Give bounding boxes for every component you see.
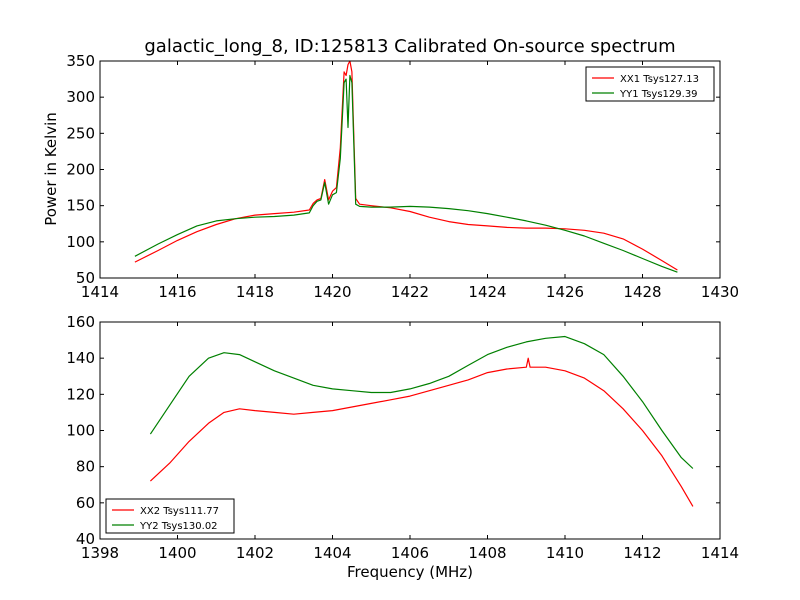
bottom-data-lines (149, 335, 694, 507)
top-y-axis-label: Power in Kelvin (42, 112, 60, 226)
y-tick-label: 60 (76, 494, 95, 512)
x-tick-label: 1412 (623, 544, 661, 562)
y-tick-label: 100 (66, 233, 95, 251)
legend-label-2: YY2 Tsys130.02 (139, 521, 218, 532)
y-tick-label: 80 (76, 458, 95, 476)
bottom-plot-panel: Frequency (MHz) 1398 1400 1402 1404 1406 1408… (66, 313, 739, 581)
bottom-legend: XX2 Tsys111.77 YY2 Tsys130.02 (105, 498, 235, 534)
x-tick-label: 1430 (701, 283, 739, 301)
y-tick-label: 200 (66, 161, 95, 179)
y-tick-label: 350 (66, 52, 95, 70)
series-line-1 (134, 60, 678, 271)
top-data-lines (134, 60, 678, 273)
y-tick-label: 250 (66, 124, 95, 142)
legend-box (105, 498, 235, 534)
x-tick-label: 1406 (391, 544, 429, 562)
y-tick-label: 160 (66, 313, 95, 331)
series-line-2 (149, 335, 694, 469)
series-line-1 (149, 357, 694, 507)
x-tick-label: 1418 (236, 283, 274, 301)
top-axes-frame (99, 60, 721, 279)
top-axis-ticks: 1414 1416 1418 1420 1422 1424 1426 1428 1430 50 10… (66, 52, 739, 301)
y-tick-label: 100 (66, 422, 95, 440)
legend-box (585, 66, 715, 102)
x-tick-label: 1400 (158, 544, 196, 562)
x-tick-label: 1402 (236, 544, 274, 562)
bottom-axes-frame (99, 321, 721, 540)
chart-title: galactic_long_8, ID:125813 Calibrated On… (144, 36, 675, 57)
y-tick-label: 300 (66, 88, 95, 106)
y-tick-label: 140 (66, 349, 95, 367)
y-tick-label: 40 (76, 530, 95, 548)
y-tick-label: 150 (66, 197, 95, 215)
x-tick-label: 1428 (623, 283, 661, 301)
x-tick-label: 1398 (81, 544, 119, 562)
x-tick-label: 1422 (391, 283, 429, 301)
x-tick-label: 1414 (701, 544, 739, 562)
x-tick-label: 1408 (468, 544, 506, 562)
bottom-axis-ticks: 1398 1400 1402 1404 1406 1408 1410 1412 1414 40 60… (66, 313, 739, 562)
x-tick-label: 1420 (313, 283, 351, 301)
legend-label-2: YY1 Tsys129.39 (619, 89, 698, 100)
x-tick-label: 1426 (546, 283, 584, 301)
legend-label-1: XX1 Tsys127.13 (620, 74, 699, 85)
x-tick-label: 1410 (546, 544, 584, 562)
bottom-x-axis-label: Frequency (MHz) (347, 563, 473, 581)
x-tick-label: 1404 (313, 544, 351, 562)
y-tick-label: 120 (66, 385, 95, 403)
top-legend: XX1 Tsys127.13 YY1 Tsys129.39 (585, 66, 715, 102)
series-line-2 (134, 74, 678, 273)
y-tick-label: 50 (76, 269, 95, 287)
x-tick-label: 1416 (158, 283, 196, 301)
x-tick-label: 1414 (81, 283, 119, 301)
legend-label-1: XX2 Tsys111.77 (140, 506, 219, 517)
x-tick-label: 1424 (468, 283, 506, 301)
top-plot-panel: galactic_long_8, ID:125813 Calibrated On… (42, 36, 739, 301)
